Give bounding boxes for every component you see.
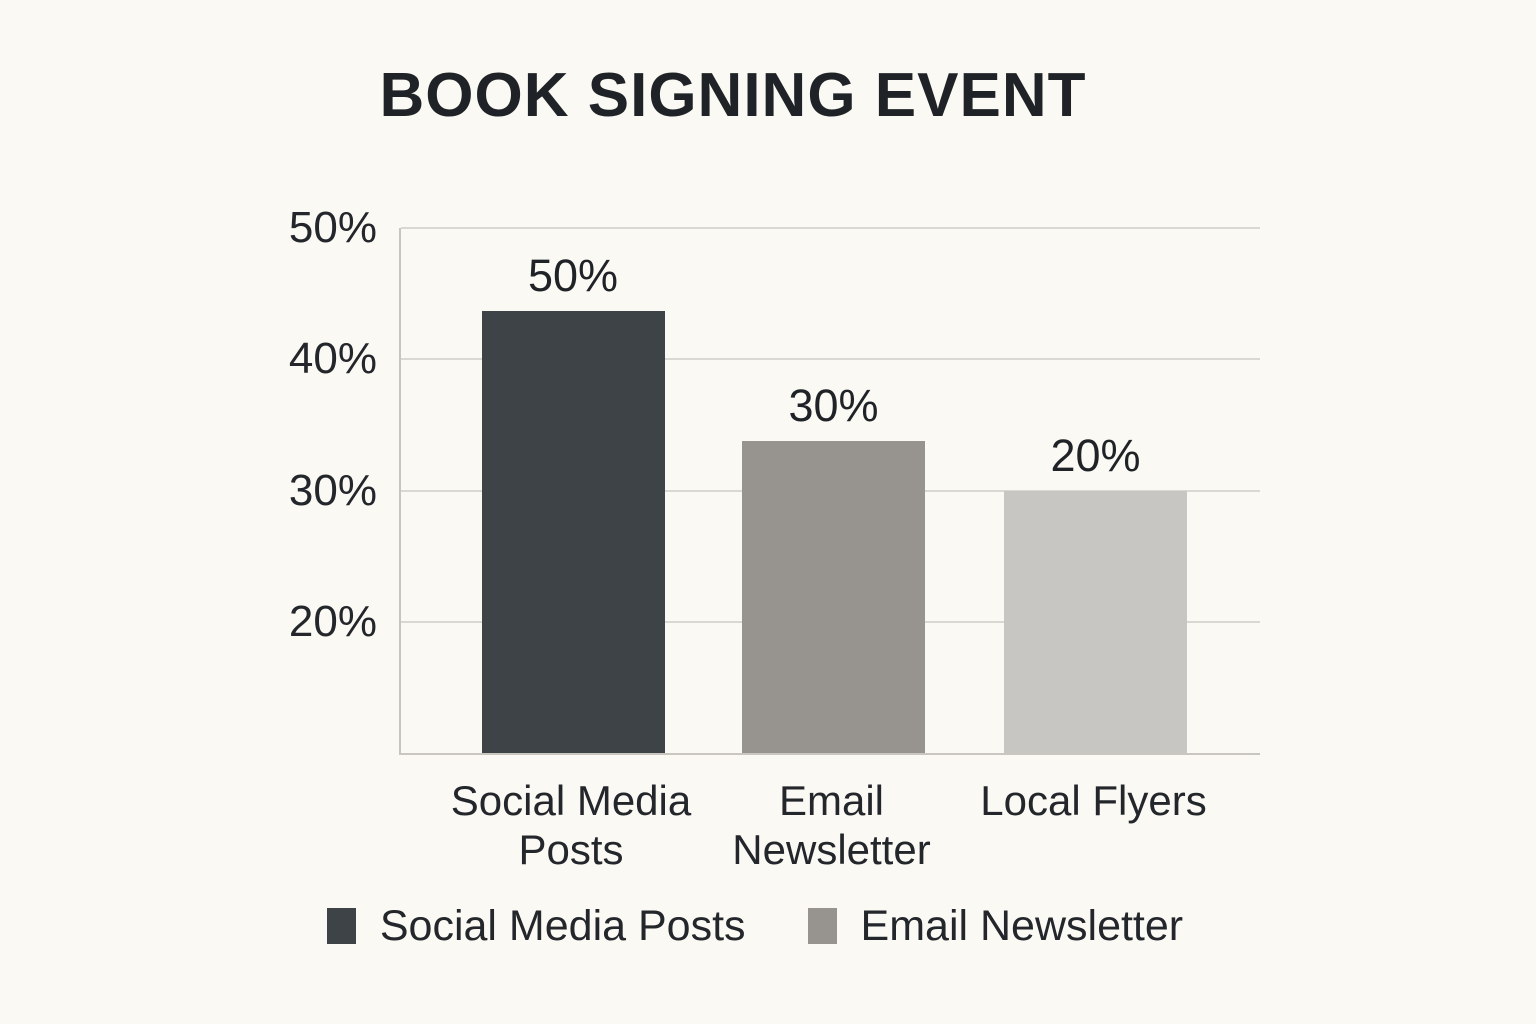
gridline-50 bbox=[401, 227, 1260, 229]
legend-label: Social Media Posts bbox=[379, 902, 746, 950]
bar-social-media-posts bbox=[481, 310, 665, 753]
legend-swatch bbox=[326, 908, 356, 944]
legend-label: Email Newsletter bbox=[860, 902, 1184, 950]
legend: Social Media Posts Email Newsletter bbox=[0, 901, 1510, 951]
legend-swatch bbox=[807, 908, 837, 944]
bar-value-label-email-newsletter: 30% bbox=[788, 379, 879, 431]
legend-item-social-media-posts: Social Media Posts bbox=[326, 901, 746, 951]
chart-title: BOOK SIGNING EVENT bbox=[379, 61, 1087, 130]
y-axis-tick-label: 20% bbox=[288, 596, 377, 646]
x-axis-label-email-newsletter: Email Newsletter bbox=[732, 777, 931, 873]
bar-email-newsletter bbox=[742, 440, 925, 753]
y-axis-tick-label: 50% bbox=[288, 203, 377, 252]
legend-item-email-newsletter: Email Newsletter bbox=[807, 901, 1184, 951]
x-axis-label-social-media-posts: Social Media Posts bbox=[450, 777, 692, 873]
y-axis-tick-label: 40% bbox=[288, 334, 377, 384]
bar-value-label-local-flyers: 20% bbox=[1050, 429, 1141, 481]
gridline-40 bbox=[401, 358, 1260, 361]
x-axis-label-local-flyers: Local Flyers bbox=[980, 777, 1207, 824]
bar-local-flyers bbox=[1004, 490, 1187, 753]
bar-value-label-social-media-posts: 50% bbox=[527, 249, 619, 301]
x-axis-labels: Social Media Posts Email Newsletter Local … bbox=[399, 776, 1258, 886]
y-axis-tick-label: 30% bbox=[288, 465, 377, 515]
plot-area: 50% 40% 30% 20% 50% 30% 20% bbox=[289, 203, 1260, 755]
